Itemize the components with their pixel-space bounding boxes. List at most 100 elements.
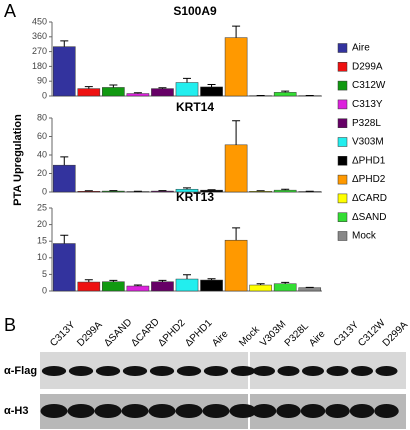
legend-swatch bbox=[337, 156, 348, 166]
lane-label: D299A bbox=[75, 319, 105, 349]
error-bar bbox=[84, 86, 93, 89]
lane-label: Mock bbox=[237, 324, 262, 349]
legend-label: C313Y bbox=[352, 99, 383, 110]
lane-label: ΔPHD1 bbox=[183, 317, 215, 349]
legend-swatch bbox=[337, 62, 348, 72]
band bbox=[325, 404, 350, 418]
band bbox=[252, 366, 276, 376]
lane-label: ΔPHD2 bbox=[156, 317, 188, 349]
bar bbox=[224, 239, 248, 292]
error-bar bbox=[60, 156, 69, 166]
band bbox=[202, 404, 230, 418]
y-tick-label: 15 bbox=[37, 236, 47, 246]
y-axis-label: PTA Upregulation bbox=[12, 114, 24, 206]
error-bar bbox=[232, 25, 241, 38]
band bbox=[203, 366, 229, 376]
bar bbox=[200, 86, 223, 97]
error-bar bbox=[256, 283, 265, 286]
band bbox=[251, 404, 277, 418]
band bbox=[40, 404, 68, 418]
y-tick-label: 0 bbox=[42, 186, 47, 196]
lane-label: C313Y bbox=[48, 319, 78, 349]
band bbox=[67, 404, 95, 418]
bar bbox=[102, 87, 125, 97]
y-tick-label: 20 bbox=[37, 219, 47, 229]
error-bar bbox=[109, 279, 118, 282]
bar bbox=[249, 284, 272, 292]
legend-swatch bbox=[337, 99, 348, 110]
legend-label: Aire bbox=[352, 43, 370, 54]
band bbox=[277, 366, 300, 376]
legend-swatch bbox=[337, 193, 348, 204]
bar bbox=[102, 190, 125, 193]
band bbox=[300, 404, 326, 418]
bar bbox=[224, 144, 248, 193]
bar bbox=[175, 82, 199, 97]
row-label: α-Flag bbox=[4, 365, 37, 377]
legend-swatch bbox=[337, 137, 348, 147]
band bbox=[375, 366, 398, 376]
band bbox=[149, 366, 175, 376]
bar bbox=[151, 88, 174, 97]
bar bbox=[249, 191, 272, 193]
y-tick-label: 360 bbox=[32, 31, 47, 41]
band bbox=[175, 404, 203, 418]
y-tick-label: 10 bbox=[37, 252, 47, 262]
bar bbox=[273, 189, 297, 193]
y-tick-label: 5 bbox=[42, 269, 47, 279]
legend-swatch bbox=[337, 231, 348, 241]
error-bar bbox=[84, 279, 93, 283]
band bbox=[95, 366, 121, 376]
y-tick-label: 80 bbox=[37, 112, 47, 122]
y-tick-label: 40 bbox=[37, 149, 47, 159]
y-tick-label: 0 bbox=[42, 90, 47, 100]
legend-label: C312W bbox=[352, 80, 386, 91]
bar bbox=[126, 93, 150, 97]
band bbox=[176, 366, 202, 376]
error-bar bbox=[60, 234, 69, 244]
lane-label: Aire bbox=[307, 328, 328, 349]
chart-title: S100A9 bbox=[173, 4, 217, 18]
lane-label: C313Y bbox=[332, 319, 362, 349]
lane-label: ΔSAND bbox=[102, 317, 134, 349]
y-tick-label: 20 bbox=[37, 168, 47, 178]
band bbox=[230, 366, 256, 376]
band bbox=[121, 404, 149, 418]
y-tick-label: 90 bbox=[37, 76, 47, 86]
y-tick-label: 25 bbox=[37, 202, 47, 212]
row-label: α-H3 bbox=[4, 405, 29, 417]
error-bar bbox=[281, 281, 290, 284]
error-bar bbox=[281, 188, 290, 191]
legend-label: ΔPHD2 bbox=[352, 174, 386, 185]
band bbox=[41, 366, 67, 376]
error-bar bbox=[158, 279, 167, 282]
bar bbox=[273, 283, 297, 292]
y-tick-label: 60 bbox=[37, 131, 47, 141]
y-tick-label: 180 bbox=[32, 61, 47, 71]
legend-swatch bbox=[337, 212, 348, 222]
chart-title: KRT14 bbox=[176, 100, 214, 114]
bar bbox=[200, 279, 223, 292]
legend-label: ΔPHD1 bbox=[352, 155, 386, 166]
error-bar bbox=[232, 120, 241, 145]
bar bbox=[151, 190, 174, 193]
panel-label: B bbox=[4, 315, 16, 335]
y-tick-label: 0 bbox=[42, 285, 47, 295]
legend-swatch bbox=[337, 43, 348, 53]
error-bar bbox=[133, 284, 142, 287]
legend-label: V303M bbox=[352, 137, 384, 148]
band bbox=[326, 366, 349, 376]
lane-label: V303M bbox=[258, 319, 288, 349]
bar bbox=[77, 191, 101, 193]
legend-label: Mock bbox=[352, 231, 377, 242]
bar bbox=[52, 243, 76, 292]
legend-label: ΔCARD bbox=[352, 193, 387, 204]
bar bbox=[151, 281, 174, 292]
legend-label: P328L bbox=[352, 118, 381, 129]
band bbox=[122, 366, 148, 376]
bar bbox=[52, 164, 76, 193]
band bbox=[276, 404, 301, 418]
band bbox=[301, 366, 325, 376]
error-bar bbox=[281, 90, 290, 93]
